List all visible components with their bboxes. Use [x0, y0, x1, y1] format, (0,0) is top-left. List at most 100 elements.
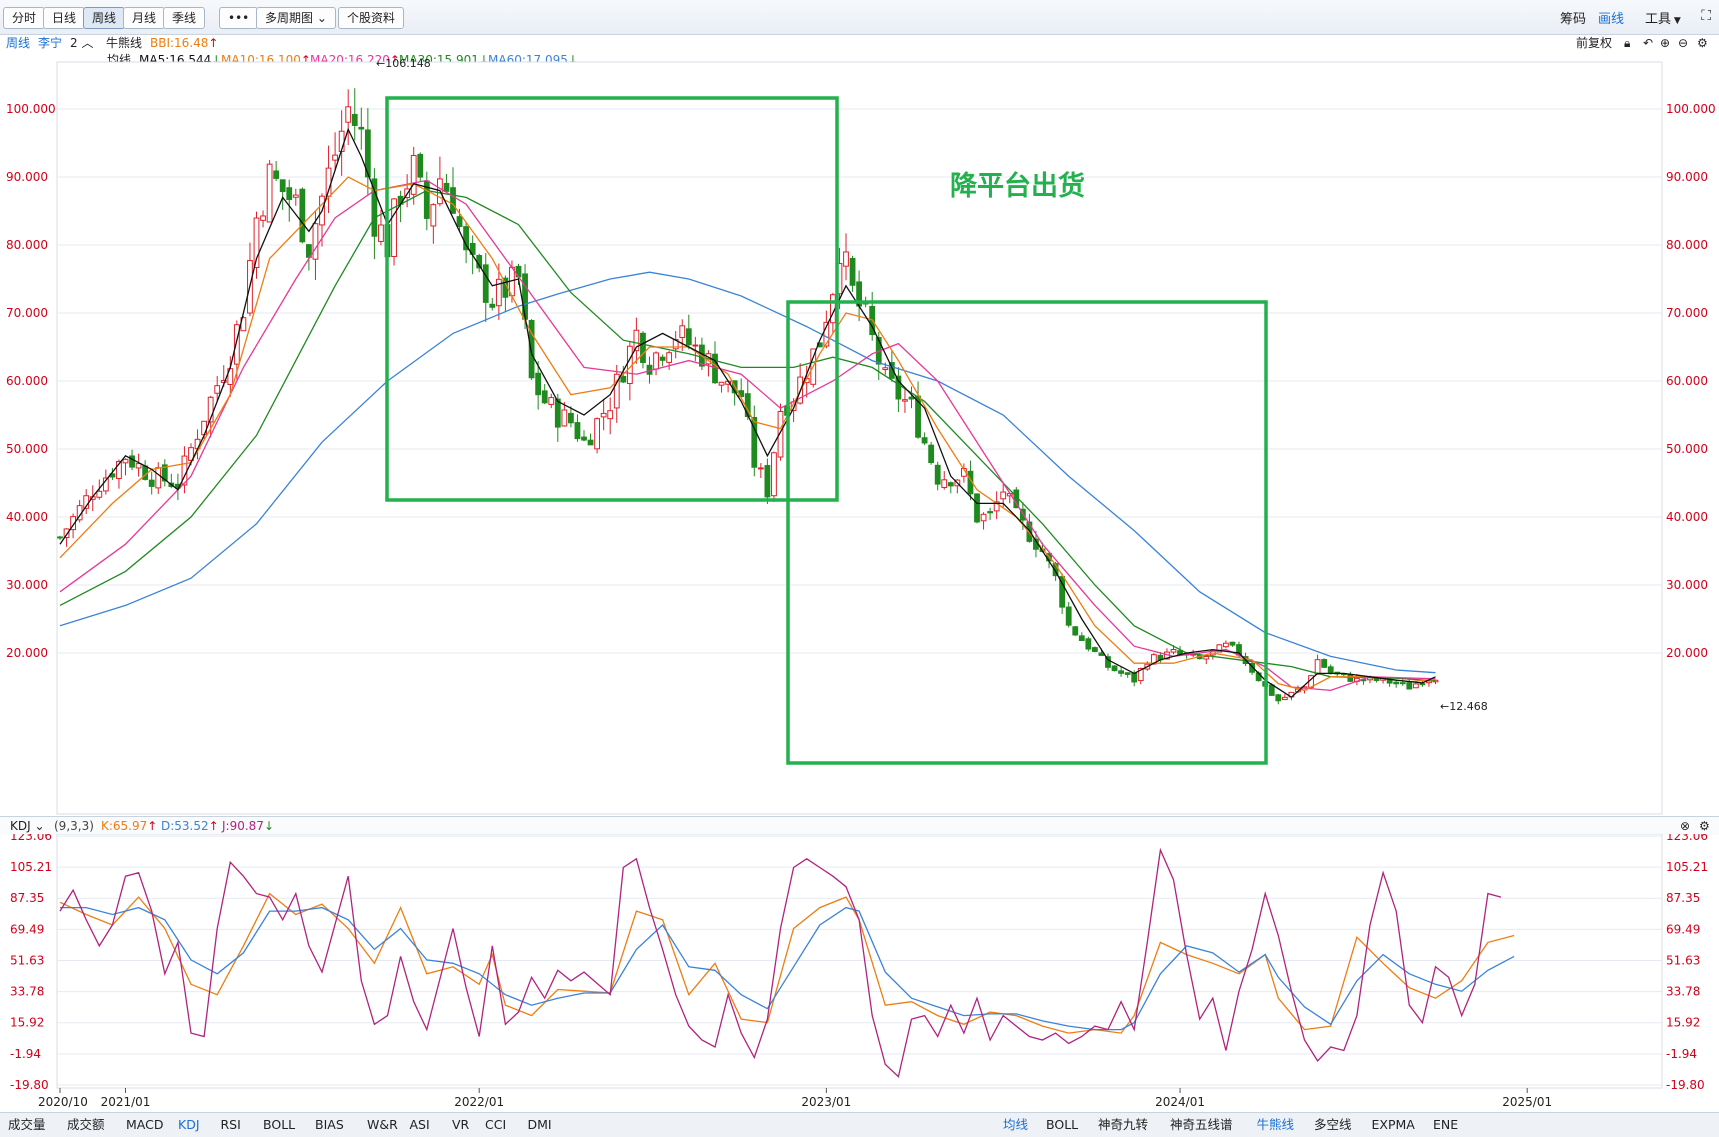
highlight-box-top-platform: [385, 96, 839, 502]
chart-subbar: 周线 李宁 2 ︿ 牛熊线 BBI:16.48↑ 前复权 🔒︎ ↶ ⊕ ⊖ ⚙: [0, 34, 1719, 52]
candle-body: [188, 447, 194, 461]
overlay-indicator-tab[interactable]: BOLL: [1046, 1117, 1079, 1132]
panel-count[interactable]: 2 ︿: [70, 34, 93, 52]
period-button-weekly[interactable]: 周线: [83, 7, 126, 29]
price-chart[interactable]: 100.000 90.000 80.000 70.000 60.000 50.000 40.…: [0, 52, 1719, 816]
candle-body: [974, 493, 980, 523]
ma-line-ma10: [59, 176, 1436, 692]
overlay-indicator-tab[interactable]: 神奇九转: [1098, 1117, 1149, 1132]
zoom-in-icon[interactable]: ⊕: [1660, 36, 1671, 50]
adjust-mode[interactable]: 前复权: [1576, 36, 1613, 50]
candle-body: [332, 154, 339, 161]
fullscreen-icon[interactable]: ⛶: [1701, 8, 1711, 24]
overlay-indicator-tab[interactable]: EXPMA: [1371, 1117, 1415, 1132]
kdj-tick-label-right: 69.49: [1666, 922, 1700, 936]
bbi-value: BBI:16.48↑: [150, 34, 218, 52]
candle-body: [653, 352, 659, 370]
zoom-out-icon[interactable]: ⊖: [1678, 36, 1689, 50]
more-periods-button[interactable]: •••: [219, 7, 259, 29]
chips-button[interactable]: 筹码: [1560, 12, 1587, 27]
candle-body: [666, 352, 673, 363]
period-button-daily[interactable]: 日线: [43, 7, 86, 29]
lock-icon[interactable]: 🔒︎: [1624, 36, 1631, 50]
candle-body: [1124, 672, 1131, 675]
sub-indicator-tab[interactable]: ASI: [409, 1117, 430, 1132]
ma5-arrow-icon: ↓: [211, 53, 222, 67]
kdj-label: KDJ: [10, 819, 31, 833]
kdj-tick-label-right: 15.92: [1666, 1016, 1700, 1030]
indicator-settings-gear-icon[interactable]: ⚙: [1699, 819, 1710, 833]
price-gridlines: [57, 108, 1662, 654]
candle-body: [659, 356, 666, 361]
candle-body: [640, 332, 646, 363]
high-price-mark: ←106.148: [376, 57, 431, 70]
candle-body: [148, 479, 155, 487]
kdj-d-text: D:53.52: [161, 819, 209, 833]
sub-indicator-tab[interactable]: MACD: [126, 1117, 164, 1132]
candle-body: [273, 170, 280, 179]
highlight-box-decline: [786, 300, 1268, 765]
settings-gear-icon[interactable]: ⚙: [1697, 36, 1708, 50]
price-axis-right: 100.000 90.000 80.000 70.000 60.000 50.000 40.…: [1666, 102, 1716, 660]
kdj-tick-label-right: 123.06: [1666, 834, 1708, 843]
candle-body: [1065, 606, 1072, 626]
overlay-indicator-tab[interactable]: 多空线: [1314, 1117, 1352, 1132]
sub-indicator-tab[interactable]: RSI: [220, 1117, 241, 1132]
kdj-selector[interactable]: KDJ ⌄: [10, 817, 45, 835]
period-label[interactable]: 周线: [6, 36, 31, 50]
tools-menu[interactable]: 工具 ▼: [1645, 8, 1681, 27]
candle-body: [345, 106, 352, 123]
candle-body: [1131, 672, 1138, 683]
candle-body: [554, 398, 561, 428]
kdj-chart[interactable]: 123.06 105.21 87.35 69.49 51.63 33.78 15.92 -1.…: [0, 834, 1719, 1112]
sub-indicator-tab[interactable]: KDJ: [178, 1117, 200, 1132]
candle-body: [849, 257, 856, 286]
period-button-quarterly[interactable]: 季线: [163, 7, 206, 29]
period-button-monthly[interactable]: 月线: [123, 7, 166, 29]
candle-body: [410, 154, 417, 195]
kdj-k-value: K:65.97↑: [101, 817, 157, 835]
sub-indicator-tab[interactable]: VR: [452, 1117, 470, 1132]
candle-body: [934, 464, 941, 485]
candle-body: [292, 194, 299, 198]
candle-body: [1419, 683, 1426, 686]
kdj-axis-right: 123.06 105.21 87.35 69.49 51.63 33.78 15.92 -1.…: [1666, 834, 1708, 1092]
price-tick-label-right: 80.000: [1666, 238, 1708, 252]
overlay-indicator-tab[interactable]: 均线: [1003, 1117, 1029, 1132]
candle-body: [574, 422, 581, 440]
candle-body: [1092, 647, 1098, 652]
candle-body: [233, 324, 240, 365]
candle-body: [1105, 656, 1111, 668]
sub-indicator-tab[interactable]: W&R: [367, 1117, 398, 1132]
candle-body: [764, 465, 771, 498]
overlay-indicator-tab[interactable]: 牛熊线: [1256, 1117, 1295, 1132]
stock-profile-button[interactable]: 个股资料: [338, 7, 405, 29]
period-button-intraday[interactable]: 分时: [3, 7, 46, 29]
sub-indicator-tab[interactable]: DMI: [527, 1117, 552, 1132]
arrow-down-icon: ↓: [263, 819, 274, 833]
multi-period-dropdown[interactable]: 多周期图 ⌄: [256, 7, 336, 29]
price-tick-label-right: 40.000: [1666, 510, 1708, 524]
undo-icon[interactable]: ↶: [1643, 36, 1654, 50]
close-panel-icon[interactable]: ⊗: [1680, 819, 1691, 833]
sub-indicator-tab[interactable]: BIAS: [315, 1117, 344, 1132]
overlay-indicator-tab[interactable]: 神奇五线谱: [1170, 1117, 1233, 1132]
candle-body: [987, 511, 994, 514]
candle-body: [1314, 659, 1321, 675]
overlay-indicator-tab[interactable]: ENE: [1433, 1117, 1459, 1132]
candle-body: [718, 381, 725, 386]
candle-body: [1412, 683, 1419, 689]
candle-body: [548, 397, 555, 405]
sub-indicator-tab[interactable]: BOLL: [263, 1117, 296, 1132]
indicator-name[interactable]: 牛熊线: [106, 36, 143, 50]
price-tick-label-left: 30.000: [6, 578, 48, 592]
sub-indicator-tab[interactable]: CCI: [485, 1117, 507, 1132]
candle-body: [823, 321, 830, 347]
candle-body: [450, 187, 456, 214]
candle-body: [286, 187, 293, 200]
stock-name[interactable]: 李宁: [38, 36, 63, 50]
draw-line-button[interactable]: 画线: [1598, 12, 1625, 27]
sub-indicator-tab[interactable]: 成交额: [67, 1117, 105, 1132]
candle-body: [260, 215, 266, 221]
sub-indicator-tab[interactable]: 成交量: [8, 1117, 46, 1132]
